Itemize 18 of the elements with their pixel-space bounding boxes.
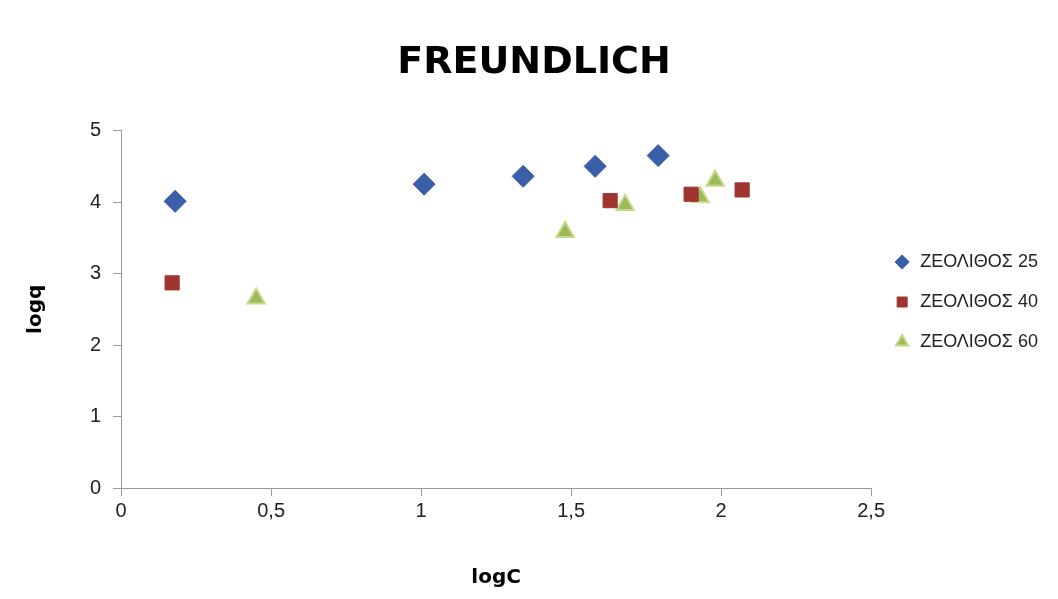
x-tick-label: 0,5 (257, 498, 286, 521)
chart-title: FREUNDLICH (397, 37, 671, 82)
x-tick-label: 1,5 (557, 498, 586, 521)
x-tick-label: 2,5 (857, 498, 886, 521)
x-tick-label: 1 (415, 498, 427, 521)
y-tick-label: 2 (90, 332, 102, 355)
x-tick-label: 2 (715, 498, 727, 521)
y-axis-title: logq (22, 284, 47, 334)
y-tick-label: 4 (90, 189, 102, 212)
legend-label: ΖΕΟΛΙΘΟΣ 60 (920, 330, 1039, 351)
y-tick-label: 3 (90, 261, 102, 284)
legend-label: ΖΕΟΛΙΘΟΣ 25 (920, 250, 1039, 271)
legend-label: ΖΕΟΛΙΘΟΣ 40 (920, 290, 1039, 311)
y-tick-label: 1 (90, 404, 102, 427)
y-tick-label: 0 (90, 475, 102, 498)
x-tick-label: 0 (115, 498, 127, 521)
x-axis-title: logC (471, 564, 521, 589)
y-tick-label: 5 (90, 118, 102, 141)
